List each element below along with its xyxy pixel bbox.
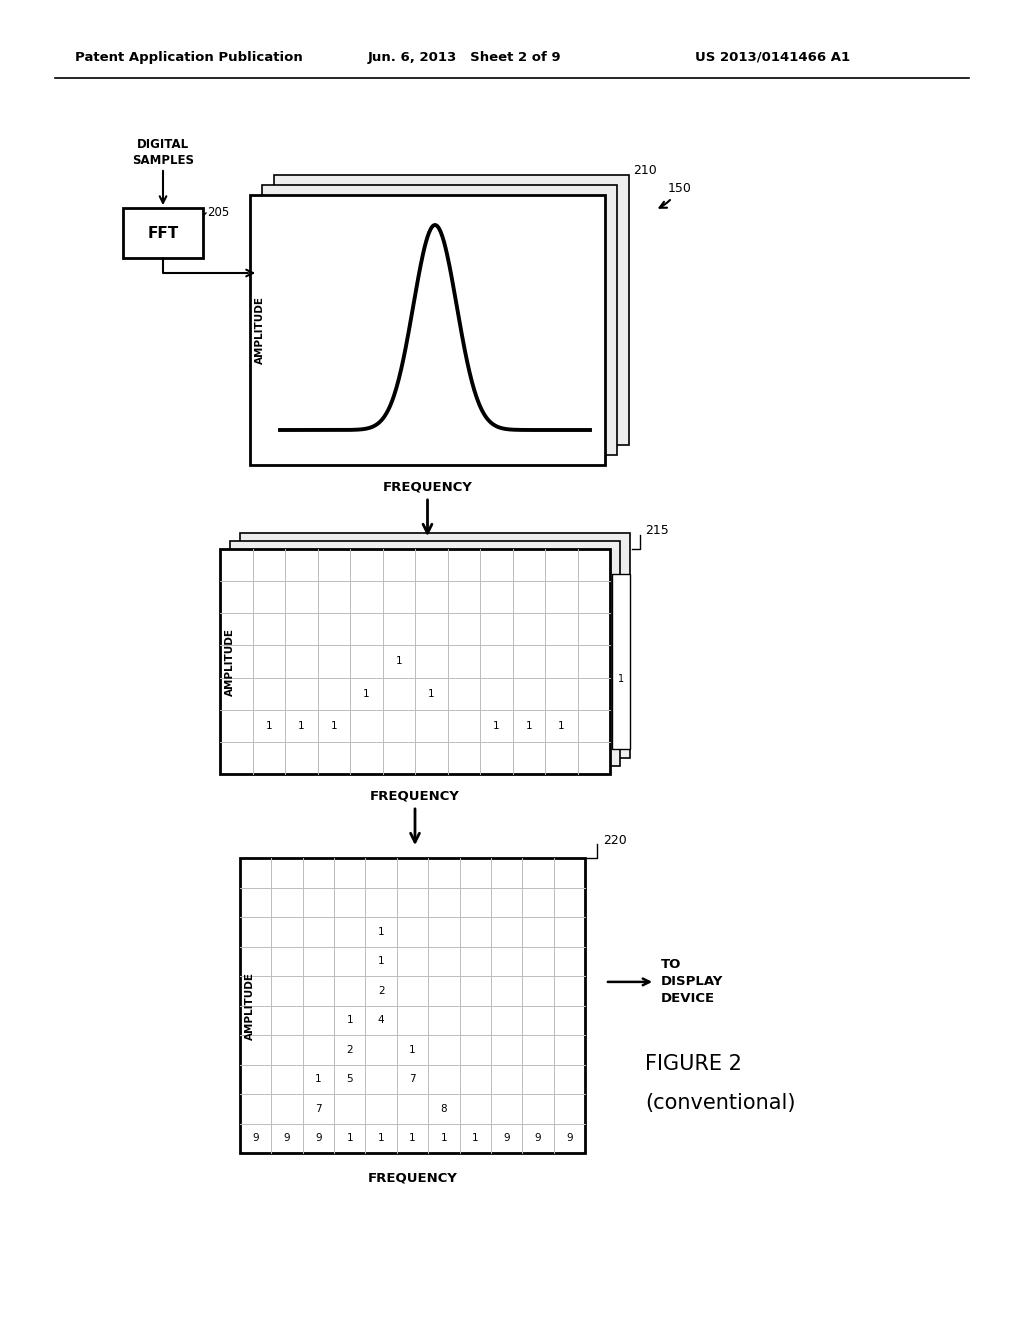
Bar	[250, 195, 605, 465]
Text: 205: 205	[207, 206, 229, 219]
Text: 1: 1	[346, 1015, 353, 1026]
Text: AMPLITUDE: AMPLITUDE	[225, 627, 234, 696]
Text: FREQUENCY: FREQUENCY	[368, 1172, 458, 1184]
Bar	[274, 176, 629, 445]
Text: 1: 1	[395, 656, 402, 667]
Text: FIGURE 2: FIGURE 2	[645, 1055, 741, 1074]
Text: AMPLITUDE: AMPLITUDE	[255, 296, 265, 364]
Text: 1: 1	[428, 689, 434, 698]
Text: 1: 1	[378, 927, 384, 937]
Text: 1: 1	[362, 689, 370, 698]
Text: (conventional): (conventional)	[645, 1093, 796, 1113]
Text: 7: 7	[315, 1104, 322, 1114]
Text: 9: 9	[535, 1134, 542, 1143]
Text: 1: 1	[525, 721, 532, 731]
Text: 2: 2	[346, 1044, 353, 1055]
Text: 4: 4	[378, 1015, 384, 1026]
Text: 9: 9	[566, 1134, 572, 1143]
Text: 150: 150	[668, 181, 692, 194]
Text: 1: 1	[298, 721, 304, 731]
Text: 8: 8	[440, 1104, 447, 1114]
Text: FREQUENCY: FREQUENCY	[370, 789, 460, 803]
Text: 1: 1	[440, 1134, 447, 1143]
Text: 1: 1	[617, 675, 624, 684]
Bar	[240, 533, 630, 758]
Text: 1: 1	[265, 721, 272, 731]
Text: 210: 210	[633, 164, 656, 177]
Text: 7: 7	[410, 1074, 416, 1084]
Bar	[240, 858, 585, 1152]
Text: Patent Application Publication: Patent Application Publication	[75, 50, 303, 63]
Text: 1: 1	[378, 1134, 384, 1143]
Bar	[230, 541, 620, 766]
Text: 1: 1	[472, 1134, 478, 1143]
Bar	[220, 549, 610, 774]
Text: TO
DISPLAY
DEVICE: TO DISPLAY DEVICE	[662, 958, 723, 1006]
Text: Jun. 6, 2013   Sheet 2 of 9: Jun. 6, 2013 Sheet 2 of 9	[368, 50, 561, 63]
Text: 9: 9	[252, 1134, 259, 1143]
Bar	[262, 185, 617, 455]
Text: US 2013/0141466 A1: US 2013/0141466 A1	[695, 50, 850, 63]
Text: 1: 1	[331, 721, 337, 731]
Text: DIGITAL
SAMPLES: DIGITAL SAMPLES	[132, 139, 194, 168]
Text: 5: 5	[346, 1074, 353, 1084]
Bar	[612, 574, 630, 748]
Text: 9: 9	[315, 1134, 322, 1143]
Text: 2: 2	[378, 986, 384, 995]
Text: 1: 1	[410, 1044, 416, 1055]
Text: 1: 1	[315, 1074, 322, 1084]
Text: 1: 1	[346, 1134, 353, 1143]
Text: 1: 1	[378, 956, 384, 966]
Text: 215: 215	[645, 524, 669, 537]
Text: 1: 1	[410, 1134, 416, 1143]
Text: 9: 9	[284, 1134, 291, 1143]
Text: FFT: FFT	[147, 226, 178, 240]
Bar	[123, 209, 203, 257]
Text: 1: 1	[558, 721, 564, 731]
Text: 9: 9	[503, 1134, 510, 1143]
Text: AMPLITUDE: AMPLITUDE	[245, 972, 255, 1040]
Text: FREQUENCY: FREQUENCY	[383, 480, 472, 494]
Text: 1: 1	[493, 721, 500, 731]
Text: 220: 220	[603, 833, 627, 846]
